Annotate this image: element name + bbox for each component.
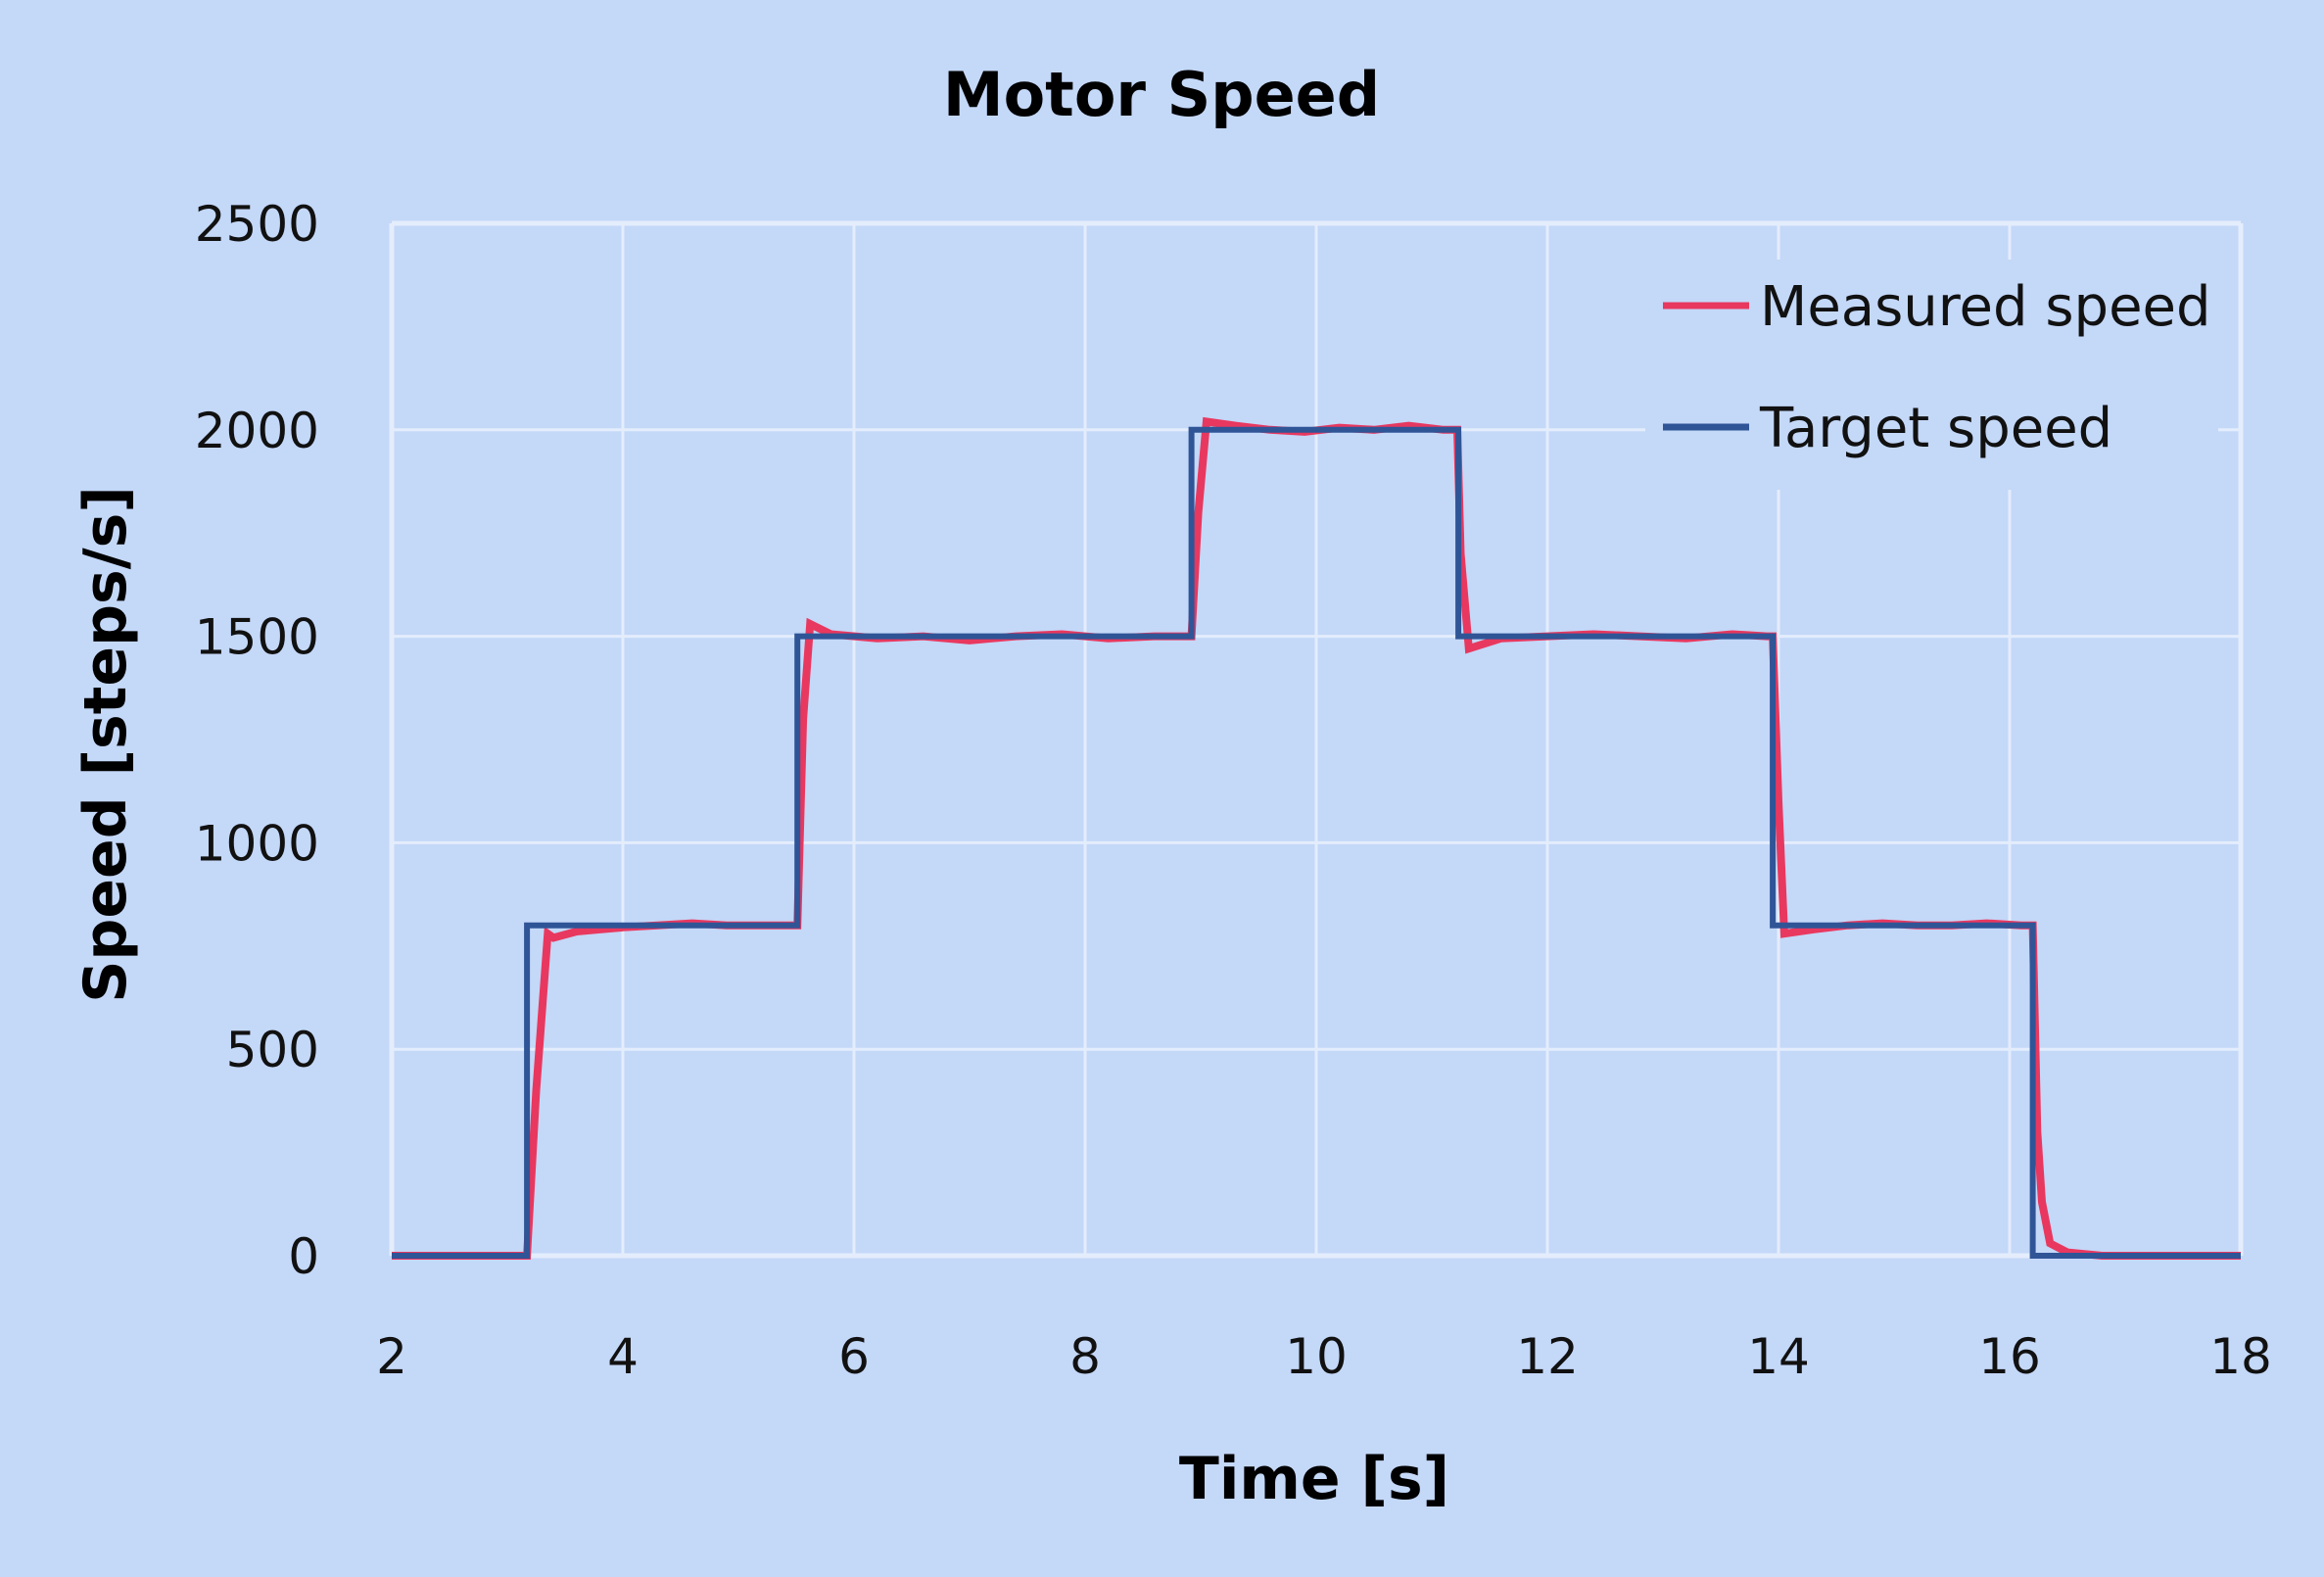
chart-title: Motor Speed: [943, 59, 1380, 130]
y-tick-labels: 0 500 1000 1500 2000 2500: [195, 196, 319, 1285]
x-tick-label: 12: [1516, 1328, 1579, 1385]
legend-background: [1645, 260, 2218, 490]
y-tick-label: 1500: [195, 609, 319, 666]
y-axis-label: Speed [steps/s]: [71, 486, 140, 1003]
y-tick-label: 2500: [195, 196, 319, 253]
x-tick-label: 18: [2209, 1328, 2272, 1385]
y-tick-label: 2000: [195, 403, 319, 459]
y-tick-label: 500: [226, 1022, 319, 1078]
x-tick-labels: 2 4 6 8 10 12 14 16 18: [376, 1328, 2272, 1385]
legend-label-target: Target speed: [1759, 397, 2112, 460]
x-axis-label: Time [s]: [1179, 1445, 1449, 1513]
y-tick-label: 0: [288, 1228, 319, 1285]
x-tick-label: 6: [838, 1328, 870, 1385]
x-tick-label: 16: [1978, 1328, 2041, 1385]
x-tick-label: 10: [1285, 1328, 1348, 1385]
legend: Measured speed Target speed: [1645, 260, 2218, 490]
legend-label-measured: Measured speed: [1760, 275, 2211, 339]
y-tick-label: 1000: [195, 815, 319, 872]
series-group: [392, 416, 2241, 1260]
x-tick-label: 4: [607, 1328, 639, 1385]
x-tick-label: 8: [1069, 1328, 1101, 1385]
x-tick-label: 2: [376, 1328, 407, 1385]
x-tick-label: 14: [1747, 1328, 1810, 1385]
target-speed-line: [392, 426, 2241, 1259]
